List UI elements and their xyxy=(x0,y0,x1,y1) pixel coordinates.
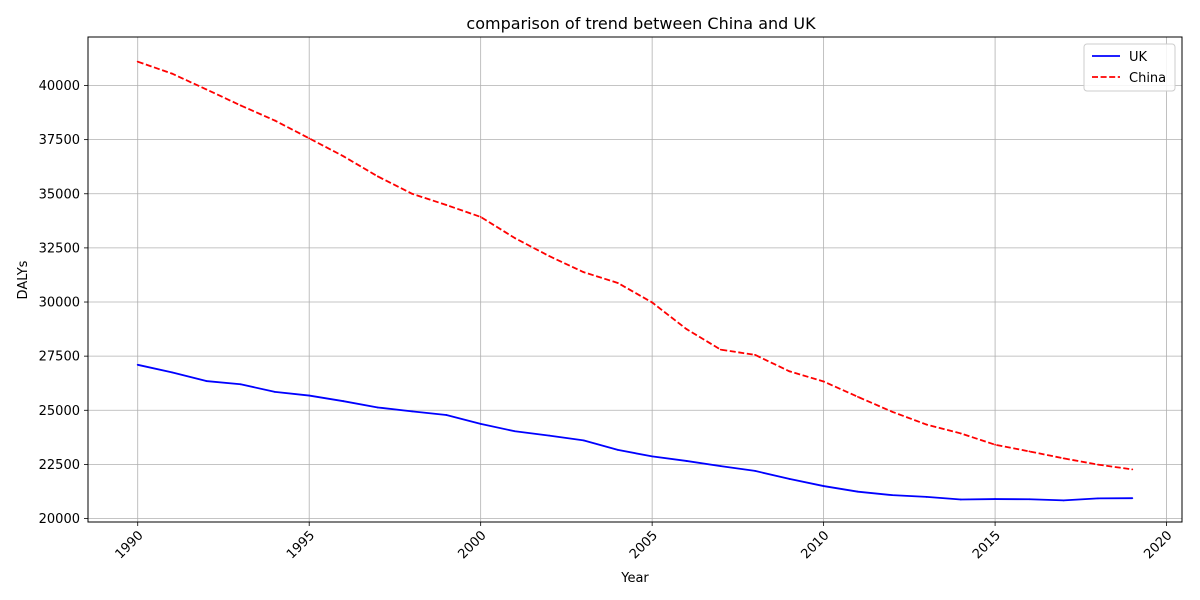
data-point-uk xyxy=(548,434,551,437)
data-point-uk xyxy=(1131,497,1134,500)
data-point-china xyxy=(959,432,962,435)
series-line-uk xyxy=(137,363,1133,502)
data-point-uk xyxy=(376,406,379,409)
data-point-china xyxy=(171,72,173,75)
data-point-uk xyxy=(891,494,894,497)
data-point-uk xyxy=(239,383,242,386)
y-tick-label: 20000 xyxy=(39,512,80,527)
x-axis-title: Year xyxy=(620,571,649,586)
data-point-uk xyxy=(171,371,173,374)
data-point-uk xyxy=(308,394,311,397)
data-point-china xyxy=(1062,457,1065,460)
data-point-china xyxy=(479,216,482,218)
legend: UK China xyxy=(1083,43,1176,92)
data-point-china xyxy=(788,370,791,373)
data-point-china xyxy=(582,271,585,274)
y-tick-label: 22500 xyxy=(39,458,80,473)
data-point-china xyxy=(136,60,139,63)
data-point-uk xyxy=(479,423,482,425)
data-point-uk xyxy=(342,400,345,403)
data-point-uk xyxy=(1062,499,1065,502)
data-point-china xyxy=(685,328,688,330)
y-tick-label: 32500 xyxy=(39,241,80,256)
data-point-uk xyxy=(616,448,619,451)
data-point-uk xyxy=(822,485,825,487)
x-tick-label: 1990 xyxy=(113,528,147,562)
y-tick-label: 35000 xyxy=(39,187,80,202)
data-point-china xyxy=(308,137,311,140)
data-point-uk xyxy=(514,430,516,433)
y-tick-label: 25000 xyxy=(39,404,80,419)
data-point-uk xyxy=(925,495,928,498)
data-point-china xyxy=(376,175,379,178)
data-point-china xyxy=(514,237,516,240)
data-point-uk xyxy=(857,490,859,493)
x-tick-label: 2015 xyxy=(970,528,1004,562)
x-tick-label: 2020 xyxy=(1141,528,1175,562)
data-point-uk xyxy=(754,470,756,472)
data-point-china xyxy=(411,192,413,195)
y-tick-label: 40000 xyxy=(39,79,80,94)
y-tick-label: 30000 xyxy=(39,296,80,311)
data-point-china xyxy=(445,204,448,206)
data-point-uk xyxy=(719,465,722,468)
data-point-china xyxy=(548,255,551,258)
data-point-uk xyxy=(1097,497,1099,500)
data-point-china xyxy=(651,301,654,304)
data-point-china xyxy=(822,380,825,383)
data-point-china xyxy=(754,353,756,356)
data-point-china xyxy=(616,282,619,284)
data-point-china xyxy=(205,88,208,91)
x-tick-label: 2005 xyxy=(627,528,661,562)
data-point-uk xyxy=(136,363,139,366)
data-point-uk xyxy=(994,498,996,500)
x-tick-label: 2000 xyxy=(455,528,489,562)
data-point-china xyxy=(891,410,894,413)
data-point-uk xyxy=(274,390,276,393)
data-point-china xyxy=(342,155,345,158)
x-tick-label: 1995 xyxy=(284,528,318,562)
data-point-uk xyxy=(582,439,585,442)
data-point-uk xyxy=(205,380,208,382)
y-axis: 20000 22500 25000 27500 30000 32500 35000 37500… xyxy=(39,79,88,527)
data-point-uk xyxy=(411,410,413,413)
data-point-china xyxy=(239,104,242,107)
data-point-china xyxy=(1097,463,1099,466)
data-point-uk xyxy=(445,414,448,416)
data-point-uk xyxy=(651,455,654,458)
x-axis: 1990 1995 2000 2005 2010 2015 2020 xyxy=(113,522,1175,562)
plot-frame xyxy=(87,36,1183,523)
data-point-china xyxy=(274,119,276,122)
data-point-china xyxy=(1131,468,1134,471)
legend-label-china: China xyxy=(1129,71,1166,86)
data-point-uk xyxy=(685,460,688,462)
x-tick-label: 2010 xyxy=(798,528,832,562)
data-point-china xyxy=(857,395,859,398)
chart-title: comparison of trend between China and UK xyxy=(466,14,816,33)
legend-label-uk: UK xyxy=(1129,50,1148,65)
series-line-china xyxy=(137,60,1133,471)
y-tick-label: 27500 xyxy=(39,350,80,365)
y-tick-label: 37500 xyxy=(39,133,80,148)
y-axis-title: DALYs xyxy=(16,260,31,299)
data-point-china xyxy=(719,348,722,351)
data-point-china xyxy=(994,443,996,446)
data-point-china xyxy=(1028,450,1031,453)
data-point-china xyxy=(925,423,928,426)
data-point-uk xyxy=(1028,498,1031,501)
data-point-uk xyxy=(788,478,791,480)
data-point-uk xyxy=(959,498,962,501)
series-lines xyxy=(136,60,1134,502)
grid-lines xyxy=(88,37,1182,522)
